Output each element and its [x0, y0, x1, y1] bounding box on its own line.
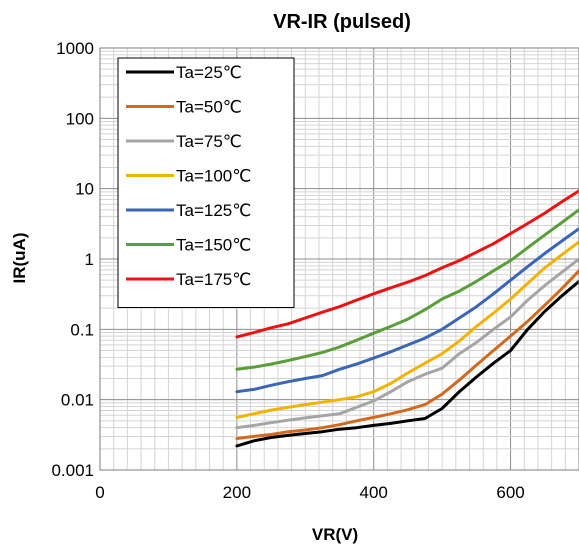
- plot-frame: [99, 47, 579, 471]
- y-tick-label: 1000: [56, 39, 94, 58]
- y-tick-label: 10: [75, 180, 94, 199]
- y-tick-label: 0.1: [70, 320, 94, 339]
- y-tick-label: 1: [85, 250, 94, 269]
- legend-label: Ta=50℃: [176, 98, 242, 117]
- legend-label: Ta=100℃: [176, 167, 251, 186]
- chart-title: VR-IR (pulsed): [273, 11, 411, 33]
- series-line: [235, 257, 579, 430]
- y-tick-label: 0.001: [51, 461, 94, 480]
- series-layer: [235, 189, 579, 448]
- x-axis-label: VR(V): [312, 525, 358, 544]
- series-line: [235, 227, 579, 394]
- x-tick-label: 600: [496, 483, 524, 502]
- legend-label: Ta=125℃: [176, 201, 251, 220]
- series-line: [235, 208, 579, 371]
- legend-label: Ta=175℃: [176, 270, 251, 289]
- x-tick-label: 400: [360, 483, 388, 502]
- legend-label: Ta=150℃: [176, 236, 251, 255]
- series-line: [235, 279, 579, 448]
- y-axis-label: IR(uA): [10, 233, 29, 284]
- series-line: [235, 269, 579, 440]
- series-line: [235, 240, 579, 419]
- y-tick-label: 0.01: [61, 391, 94, 410]
- legend-label: Ta=75℃: [176, 132, 242, 151]
- legend: Ta=25℃ Ta=50℃ Ta=75℃ Ta=100℃ Ta=125℃ Ta=150℃ T…: [117, 57, 295, 308]
- x-tick-label: 0: [95, 483, 104, 502]
- tick-layer: 0 200 400 600 0.001 0.01 0.1 1 10 100 1000: [51, 39, 524, 502]
- x-tick-label: 200: [223, 483, 251, 502]
- legend-items: Ta=25℃ Ta=50℃ Ta=75℃ Ta=100℃ Ta=125℃ Ta=150℃ T…: [126, 63, 251, 289]
- legend-label: Ta=25℃: [176, 63, 242, 82]
- y-tick-label: 100: [66, 109, 94, 128]
- series-line: [235, 189, 579, 339]
- legend-box: [117, 57, 295, 308]
